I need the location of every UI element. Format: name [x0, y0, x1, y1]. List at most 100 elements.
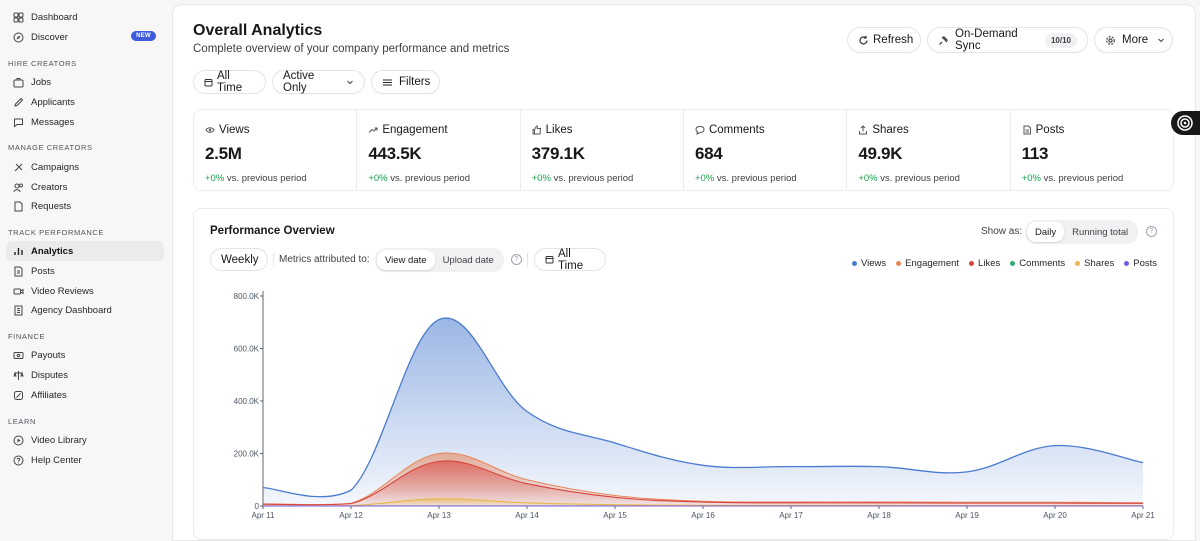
calendar-icon: [204, 78, 213, 87]
metric-card-views[interactable]: Views 2.5M +0% vs. previous period: [194, 110, 358, 190]
grid-icon: [13, 12, 24, 23]
sidebar-item-video-library[interactable]: Video Library: [6, 430, 164, 450]
y-tick-label: 200.0K: [234, 450, 260, 459]
filters-button[interactable]: Filters: [371, 70, 440, 94]
sidebar-item-label: Affiliates: [31, 389, 67, 401]
metric-value: 443.5K: [368, 144, 422, 163]
metric-card-likes[interactable]: Likes 379.1K +0% vs. previous period: [521, 110, 684, 190]
on-demand-sync-button[interactable]: On-Demand Sync 10/10: [927, 27, 1088, 53]
status-filter-dropdown[interactable]: Active Only: [272, 70, 365, 94]
metric-card-engagement[interactable]: Engagement 443.5K +0% vs. previous perio…: [357, 110, 521, 190]
series-area-views: [263, 318, 1143, 506]
sidebar-item-creators[interactable]: Creators: [6, 177, 164, 197]
more-button[interactable]: More: [1094, 27, 1173, 53]
section-title-manage-creators: MANAGE CREATORS: [8, 143, 93, 152]
metric-value: 684: [694, 144, 723, 163]
sidebar-item-applicants[interactable]: Applicants: [6, 92, 164, 112]
chevron-down-icon: [1157, 36, 1165, 44]
legend-item-comments[interactable]: Comments: [1010, 258, 1065, 269]
building-icon: [13, 305, 24, 316]
refresh-label: Refresh: [873, 34, 914, 46]
sidebar-item-label: Video Reviews: [31, 285, 94, 297]
sidebar-item-posts[interactable]: Posts: [6, 261, 164, 281]
sidebar: Dashboard Discover NEW HIRE CREATORS Job…: [0, 0, 172, 541]
calendar-icon: [545, 255, 554, 264]
sidebar-item-messages[interactable]: Messages: [6, 112, 164, 132]
legend-dot: [896, 261, 902, 266]
x-tick-label: Apr 19: [955, 511, 979, 520]
sidebar-item-discover[interactable]: Discover NEW: [6, 27, 164, 47]
file-icon: [13, 266, 24, 277]
metric-delta: +0% vs. previous period: [205, 173, 307, 184]
sidebar-item-label: Requests: [31, 200, 72, 212]
megaphone-icon: [13, 162, 24, 173]
y-tick-label: 600.0K: [234, 345, 260, 354]
assistant-launcher-button[interactable]: [1171, 111, 1200, 135]
sidebar-item-video-reviews[interactable]: Video Reviews: [6, 281, 164, 301]
metric-value: 49.9K: [858, 144, 903, 163]
show-as-toggle: Daily Running total: [1025, 220, 1139, 244]
attribution-toggle: View date Upload date: [375, 248, 504, 272]
metric-label: Engagement: [382, 124, 448, 136]
metric-card-posts[interactable]: Posts 113 +0% vs. previous period: [1011, 110, 1173, 190]
sidebar-item-affiliates[interactable]: Affiliates: [6, 385, 164, 405]
metric-card-shares[interactable]: Shares 49.9K +0% vs. previous period: [847, 110, 1011, 190]
sidebar-item-jobs[interactable]: Jobs: [6, 72, 164, 92]
time-range-button[interactable]: All Time: [193, 70, 266, 94]
sidebar-item-campaigns[interactable]: Campaigns: [6, 157, 164, 177]
metric-label: Shares: [872, 124, 909, 136]
legend-item-engagement[interactable]: Engagement: [896, 258, 959, 269]
page-title: Overall Analytics: [193, 22, 323, 39]
legend-dot: [1075, 261, 1081, 266]
help-icon[interactable]: ?: [511, 254, 522, 265]
y-tick-label: 400.0K: [234, 397, 260, 406]
help-icon[interactable]: ?: [1146, 226, 1157, 237]
chart-range-button[interactable]: All Time: [534, 248, 606, 272]
interval-dropdown[interactable]: Weekly: [210, 248, 268, 271]
swirl-icon: [1176, 114, 1194, 137]
time-range-label: All Time: [217, 70, 243, 94]
metric-label: Views: [219, 124, 250, 136]
attribution-upload-date[interactable]: Upload date: [442, 254, 494, 266]
sidebar-item-dashboard[interactable]: Dashboard: [6, 7, 164, 27]
legend-dot: [1124, 261, 1130, 266]
sidebar-item-label: Jobs: [31, 76, 52, 88]
metric-card-comments[interactable]: Comments 684 +0% vs. previous period: [684, 110, 848, 190]
sidebar-item-analytics[interactable]: Analytics: [6, 241, 164, 261]
series-line-views: [262, 317, 1144, 498]
refresh-button[interactable]: Refresh: [847, 27, 921, 53]
x-tick-label: Apr 12: [339, 511, 363, 520]
performance-chart: 0 200.0K 400.0K 600.0K 800.0K Apr 11 Apr 12 Apr…: [234, 291, 1155, 520]
series-area-likes: [263, 460, 1143, 506]
gear-icon: [1105, 35, 1116, 46]
legend-item-likes[interactable]: Likes: [969, 258, 1000, 269]
section-title-finance: FINANCE: [8, 332, 46, 341]
metric-delta: +0% vs. previous period: [531, 173, 634, 184]
sidebar-item-label: Help Center: [31, 454, 82, 466]
legend-item-views[interactable]: Views: [852, 258, 886, 269]
sidebar-item-agency-dashboard[interactable]: Agency Dashboard: [6, 300, 164, 320]
attribution-view-date[interactable]: View date: [377, 250, 435, 270]
legend-item-posts[interactable]: Posts: [1124, 258, 1157, 269]
interval-label: Weekly: [221, 253, 259, 266]
chart-legend: Views Engagement Likes Comments Shares P…: [852, 258, 1157, 269]
sidebar-item-disputes[interactable]: Disputes: [6, 365, 164, 385]
sidebar-item-requests[interactable]: Requests: [6, 196, 164, 216]
sidebar-item-payouts[interactable]: Payouts: [6, 345, 164, 365]
section-title-track-performance: TRACK PERFORMANCE: [8, 228, 105, 237]
briefcase-icon: [13, 77, 24, 88]
sidebar-item-label: Analytics: [31, 245, 74, 257]
show-as-daily[interactable]: Daily: [1027, 222, 1065, 242]
sidebar-item-label: Payouts: [31, 349, 66, 361]
series-line-engagement: [262, 452, 1144, 506]
legend-item-shares[interactable]: Shares: [1075, 258, 1114, 269]
trend-up-icon: [368, 125, 378, 135]
sidebar-item-help-center[interactable]: Help Center: [6, 450, 164, 470]
filters-label: Filters: [399, 76, 431, 88]
play-circle-icon: [13, 435, 24, 446]
message-icon: [13, 117, 24, 128]
show-as-running-total[interactable]: Running total: [1072, 226, 1129, 238]
file-text-icon: [1022, 125, 1032, 135]
status-filter-label: Active Only: [283, 70, 315, 94]
eye-icon: [205, 125, 215, 135]
